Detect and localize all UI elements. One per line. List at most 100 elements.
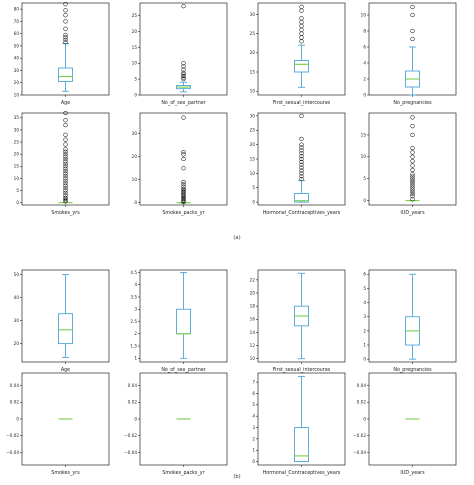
y-tick-label: 25 <box>250 128 256 133</box>
outlier-point <box>410 159 415 164</box>
y-tick-label: −0.04 <box>124 450 137 455</box>
y-tick-label: 18 <box>250 304 256 309</box>
y-tick-label: 14 <box>250 330 256 335</box>
outlier-point <box>181 189 186 194</box>
y-tick-label: 10 <box>250 171 256 176</box>
y-tick-label: 15 <box>14 164 20 169</box>
y-tick-label: 0 <box>252 459 255 464</box>
y-tick-label: 40 <box>14 295 20 300</box>
outlier-point <box>299 156 304 162</box>
y-tick-label: 15 <box>361 132 367 137</box>
outlier-point <box>63 40 68 45</box>
outlier-point <box>181 149 186 155</box>
y-tick-label: 2 <box>134 331 137 336</box>
iqr-box <box>58 67 73 82</box>
outlier-point <box>181 192 186 197</box>
y-tick-label: 0 <box>134 416 137 421</box>
iqr-box <box>294 427 309 463</box>
y-tick-label: 0 <box>134 92 137 97</box>
outlier-point <box>410 187 415 192</box>
outlier-point <box>63 183 68 188</box>
outlier-point <box>299 136 304 142</box>
outlier-point <box>63 193 68 198</box>
outlier-point <box>410 176 415 181</box>
x-category-label: Smokes_yrs <box>51 470 80 476</box>
outlier-point <box>299 148 304 153</box>
outlier-point <box>181 194 186 200</box>
y-tick-label: 20 <box>250 142 256 147</box>
outlier-point <box>410 115 415 120</box>
y-tick-label: 80 <box>14 7 20 12</box>
y-tick-label: 25 <box>132 13 138 18</box>
iqr-box <box>58 313 73 345</box>
y-tick-label: 0.02 <box>10 400 20 405</box>
caption-b: (b) <box>233 474 240 480</box>
y-tick-label: 0 <box>363 92 366 97</box>
y-tick-label: 5 <box>252 402 255 407</box>
outlier-point <box>63 161 68 166</box>
axes-frame <box>139 112 228 206</box>
y-tick-label: 12 <box>250 343 256 348</box>
y-tick-label: 10 <box>132 177 138 182</box>
outlier-point <box>63 164 68 169</box>
outlier-point <box>299 23 304 29</box>
y-tick-label: 10 <box>361 12 367 17</box>
boxplot-panel: 0 5 10 15 20 25 30 35 Smokes_yrs <box>14 110 110 216</box>
x-category-label: Hormonal_Contraceptives_years <box>263 210 341 216</box>
outlier-point <box>181 73 186 79</box>
outlier-point <box>63 156 68 162</box>
y-tick-label: 20 <box>14 341 20 346</box>
outlier-point <box>181 67 186 72</box>
y-tick-label: 70 <box>14 19 20 24</box>
y-tick-label: 2 <box>363 76 366 81</box>
outlier-point <box>63 147 68 152</box>
outlier-point <box>181 156 186 162</box>
boxplot-panel: 10 20 30 40 50 60 70 80 Age <box>14 2 110 106</box>
outlier-point <box>181 187 186 193</box>
outlier-point <box>410 150 415 155</box>
outlier-point <box>410 132 415 138</box>
y-tick-label: 50 <box>14 43 20 48</box>
outlier-point <box>63 190 68 196</box>
boxplot-panel: −0.04 −0.02 0 0.02 0.04 Smokes_packs_yr <box>124 372 228 476</box>
y-tick-label: 3 <box>134 307 137 312</box>
y-tick-label: 0 <box>16 416 19 421</box>
boxplot-panel: 0 5 10 15 20 25 No_of_sex_partner <box>132 2 228 106</box>
y-tick-label: 30 <box>250 12 256 17</box>
outlier-point <box>181 115 186 120</box>
outlier-point <box>410 172 415 177</box>
outlier-point <box>181 197 186 202</box>
outlier-point <box>63 168 68 174</box>
outlier-point <box>63 159 68 164</box>
outlier-point <box>299 165 304 170</box>
outlier-point <box>299 16 304 21</box>
y-tick-label: 4 <box>363 60 366 65</box>
y-tick-label: 10 <box>132 61 138 66</box>
outlier-point <box>63 122 68 128</box>
iqr-box <box>294 60 309 73</box>
y-tick-label: 3 <box>363 314 366 319</box>
y-tick-label: 6 <box>363 44 366 49</box>
x-category-label: First_sexual_intercourse <box>273 100 331 106</box>
x-category-label: IUD_years <box>400 210 425 216</box>
x-category-label: Smokes_packs_yr <box>162 470 204 476</box>
y-tick-label: 5 <box>134 77 137 82</box>
y-tick-label: 5 <box>16 188 19 193</box>
outlier-point <box>63 166 68 171</box>
y-tick-label: 0.04 <box>357 383 367 388</box>
outlier-point <box>63 2 68 7</box>
x-category-label: First_sexual_intercourse <box>273 367 331 373</box>
outlier-point <box>299 145 304 150</box>
y-tick-label: 0 <box>363 416 366 421</box>
boxplot-panel: 0 1 2 3 4 5 6 7 Hormonal_Contraceptives_years <box>252 372 346 476</box>
outlier-point <box>299 8 304 13</box>
y-tick-label: 16 <box>250 317 256 322</box>
y-tick-label: 8 <box>363 28 366 33</box>
outlier-point <box>299 142 304 147</box>
boxplot-panel: 1 1.5 2 2.5 3 3.5 4 4.5 No_of_sex_partner <box>130 269 228 373</box>
outlier-point <box>181 75 186 80</box>
y-tick-label: 30 <box>132 131 138 136</box>
outlier-point <box>181 76 186 82</box>
outlier-point <box>63 26 68 31</box>
outlier-point <box>63 181 68 186</box>
